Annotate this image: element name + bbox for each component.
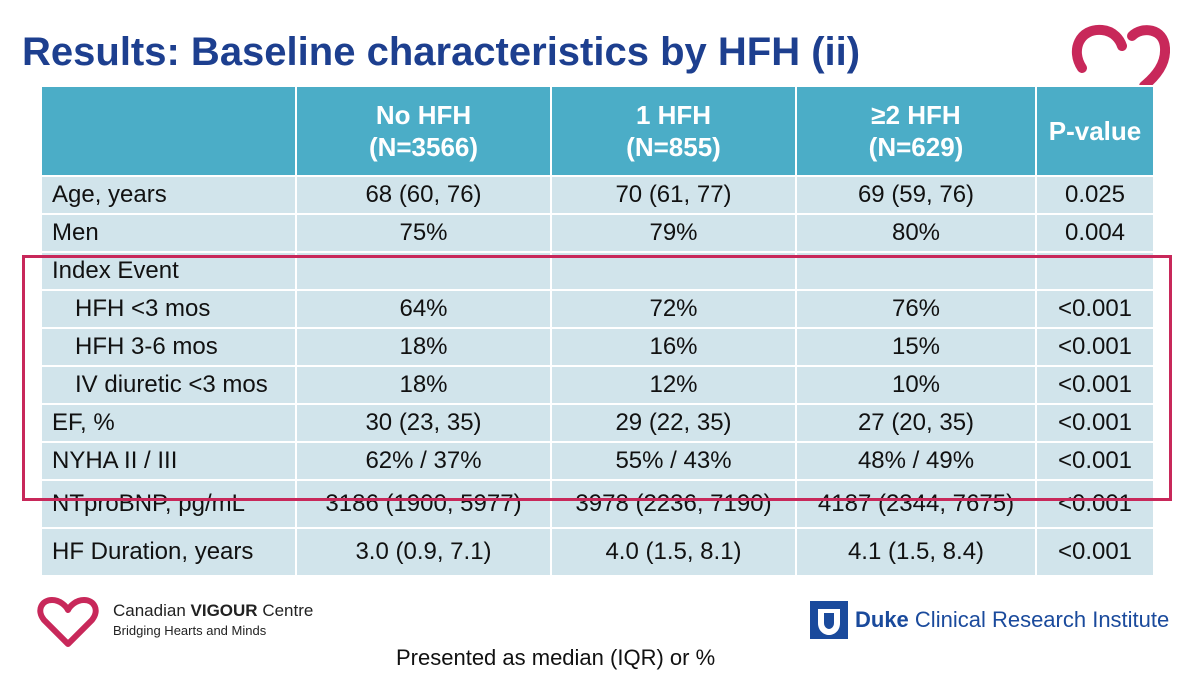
duke-name-part: Clinical Research Institute xyxy=(914,607,1170,632)
column-name: 1 HFH xyxy=(635,100,712,130)
corner-logo xyxy=(1071,24,1170,90)
table-cell: 69 (59, 76) xyxy=(795,175,1037,215)
cvc-name-part: Centre xyxy=(262,601,314,620)
table-cell: 3.0 (0.9, 7.1) xyxy=(295,527,552,577)
column-n: (N=629) xyxy=(868,132,964,162)
table-cell: 10% xyxy=(795,365,1037,405)
column-name: ≥2 HFH xyxy=(871,100,961,130)
cvc-name-part: VIGOUR xyxy=(190,601,258,620)
header-cell xyxy=(40,85,297,177)
cvc-tagline: Bridging Hearts and Minds xyxy=(113,623,267,638)
header-cell: No HFH (N=3566) xyxy=(295,85,552,177)
table-cell: 4187 (2344, 7675) xyxy=(795,479,1037,529)
table-cell: 80% xyxy=(795,213,1037,253)
table-cell: 72% xyxy=(550,289,797,329)
row-label: IV diuretic <3 mos xyxy=(40,365,297,405)
column-name: No HFH xyxy=(375,100,472,130)
duke-mark xyxy=(810,601,848,639)
cvc-name: Canadian VIGOUR Centre xyxy=(113,601,313,621)
table-cell: 64% xyxy=(295,289,552,329)
table-row: NTproBNP, pg/mL 3186 (1900, 5977) 3978 (22… xyxy=(40,479,1155,529)
duke-name-part: Duke xyxy=(855,607,909,632)
column-n: (N=855) xyxy=(626,132,721,162)
row-label: EF, % xyxy=(40,403,297,443)
cvc-heart xyxy=(37,597,99,647)
table-row: HFH <3 mos 64% 72% 76% <0.001 xyxy=(40,289,1155,329)
row-label: HFH 3-6 mos xyxy=(40,327,297,367)
table-cell: 4.1 (1.5, 8.4) xyxy=(795,527,1037,577)
table-cell: <0.001 xyxy=(1035,441,1155,481)
table-cell: 18% xyxy=(295,365,552,405)
table-cell: 0.004 xyxy=(1035,213,1155,253)
table-cell: 68 (60, 76) xyxy=(295,175,552,215)
table-cell: 3186 (1900, 5977) xyxy=(295,479,552,529)
table-row: NYHA II / III 62% / 37% 55% / 43% 48% / 49%… xyxy=(40,441,1155,481)
slide-title: Results: Baseline characteristics by HFH… xyxy=(22,30,861,74)
table-cell: 0.025 xyxy=(1035,175,1155,215)
table-row: Men 75% 79% 80% 0.004 xyxy=(40,213,1155,253)
table-cell: 48% / 49% xyxy=(795,441,1037,481)
row-label: NTproBNP, pg/mL xyxy=(40,479,297,529)
table-cell: <0.001 xyxy=(1035,327,1155,367)
table-cell: 3978 (2236, 7190) xyxy=(550,479,797,529)
table-cell: 76% xyxy=(795,289,1037,329)
row-label: Men xyxy=(40,213,297,253)
table-cell: <0.001 xyxy=(1035,479,1155,529)
highlight-box xyxy=(22,255,1172,501)
table-cell: 29 (22, 35) xyxy=(550,403,797,443)
table-cell: 62% / 37% xyxy=(295,441,552,481)
column-name: P-value xyxy=(1048,116,1142,146)
row-label: NYHA II / III xyxy=(40,441,297,481)
header-cell: P-value xyxy=(1035,85,1155,177)
table-row: HF Duration, years 3.0 (0.9, 7.1) 4.0 (1.5… xyxy=(40,527,1155,577)
table-cell: 55% / 43% xyxy=(550,441,797,481)
table-row: Age, years 68 (60, 76) 70 (61, 77) 69 (59, … xyxy=(40,175,1155,215)
row-label: HF Duration, years xyxy=(40,527,297,577)
table-cell: 18% xyxy=(295,327,552,367)
table-cell: 30 (23, 35) xyxy=(295,403,552,443)
table-cell: 79% xyxy=(550,213,797,253)
table-row: IV diuretic <3 mos 18% 12% 10% <0.001 xyxy=(40,365,1155,405)
table-cell: 70 (61, 77) xyxy=(550,175,797,215)
table-cell: <0.001 xyxy=(1035,365,1155,405)
table-cell: 12% xyxy=(550,365,797,405)
table-row: EF, % 30 (23, 35) 29 (22, 35) 27 (20, 35) <0… xyxy=(40,403,1155,443)
row-label: Age, years xyxy=(40,175,297,215)
table-cell: <0.001 xyxy=(1035,289,1155,329)
footnote: Presented as median (IQR) or % xyxy=(396,645,716,670)
header-cell: 1 HFH (N=855) xyxy=(550,85,797,177)
cvc-name-part: Canadian xyxy=(113,601,186,620)
table-row: HFH 3-6 mos 18% 16% 15% <0.001 xyxy=(40,327,1155,367)
duke-name: Duke Clinical Research Institute xyxy=(855,607,1169,633)
table-cell: 4.0 (1.5, 8.1) xyxy=(550,527,797,577)
table-cell: <0.001 xyxy=(1035,403,1155,443)
column-n: (N=3566) xyxy=(368,132,479,162)
table-cell: 27 (20, 35) xyxy=(795,403,1037,443)
table-cell: <0.001 xyxy=(1035,527,1155,577)
table-cell: 16% xyxy=(550,327,797,367)
table-cell: 15% xyxy=(795,327,1037,367)
header-cell: ≥2 HFH (N=629) xyxy=(795,85,1037,177)
row-label: HFH <3 mos xyxy=(40,289,297,329)
table-cell: 75% xyxy=(295,213,552,253)
